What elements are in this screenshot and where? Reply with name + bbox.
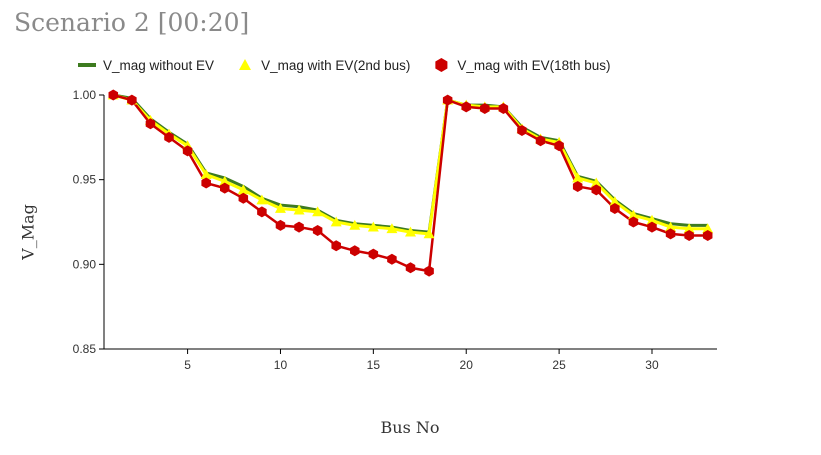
series-3-point — [498, 103, 509, 115]
series-2-point — [683, 223, 695, 234]
series-3-point — [350, 245, 360, 257]
series-2-point — [646, 214, 658, 225]
series-3-point — [405, 262, 416, 274]
legend-line-swatch — [78, 58, 96, 72]
series-3-point — [461, 101, 471, 113]
series-2-point — [423, 228, 435, 239]
series-3-point — [647, 221, 657, 233]
legend-label: V_mag without EV — [103, 57, 215, 73]
series-3-point — [368, 248, 379, 260]
series-3-point — [201, 177, 211, 189]
series-2-point — [256, 194, 268, 205]
series-3-point — [219, 182, 230, 194]
series-3-point — [535, 135, 546, 147]
series-3-point — [665, 228, 676, 240]
series-3-point — [610, 202, 620, 214]
series-2-point — [349, 219, 361, 230]
series-3-point — [517, 125, 527, 137]
series-3-point — [442, 94, 453, 106]
series-2-point — [200, 169, 212, 179]
series-3-point — [424, 265, 434, 277]
x-tick-label: 10 — [274, 358, 288, 372]
series-3-point — [164, 131, 174, 143]
y-tick-label: 1.00 — [73, 88, 97, 102]
series-2-point — [665, 221, 677, 232]
x-tick-label: 30 — [645, 358, 659, 372]
legend: V_mag without EV V_mag with EV(2nd bus) … — [78, 55, 632, 75]
y-tick-label: 0.90 — [73, 257, 97, 271]
x-tick-label: 20 — [460, 358, 474, 372]
legend-label: V_mag with EV(18th bus) — [457, 57, 611, 73]
series-3-point — [127, 94, 137, 106]
y-tick-label: 0.85 — [73, 342, 97, 356]
y-tick-label: 0.95 — [73, 173, 97, 187]
x-tick-label: 5 — [184, 358, 191, 372]
series-3-point — [702, 230, 713, 242]
series-2-point — [330, 216, 342, 227]
series-3-point — [294, 221, 304, 233]
x-axis-label: Bus No — [380, 418, 440, 437]
series-2-point — [627, 209, 639, 220]
series-3-point — [182, 145, 193, 157]
series-3-point — [275, 219, 286, 231]
series-2-point — [609, 196, 621, 207]
series-2-point — [293, 204, 305, 215]
series-2-point — [590, 177, 602, 188]
series-2-point — [237, 184, 249, 195]
legend-triangle-swatch — [236, 58, 254, 72]
series-3-point — [387, 253, 397, 265]
series-2-point — [274, 202, 286, 213]
legend-item-without-ev[interactable]: V_mag without EV — [78, 58, 214, 73]
x-tick-label: 25 — [552, 358, 566, 372]
series-3-point — [108, 89, 119, 101]
series-3-point — [238, 192, 249, 204]
series-3-point — [628, 216, 639, 228]
series-2-point — [386, 223, 398, 234]
x-tick-label: 15 — [367, 358, 381, 372]
series-3-point — [684, 230, 694, 242]
legend-label: V_mag with EV(2nd bus) — [261, 57, 411, 73]
chart-title: Scenario 2 [00:20] — [14, 8, 250, 37]
legend-item-ev-2nd-bus[interactable]: V_mag with EV(2nd bus) — [236, 58, 410, 73]
series-3-point — [312, 224, 323, 236]
series-3-point — [554, 140, 564, 152]
series-3-point — [480, 103, 490, 115]
series-2-point — [405, 226, 416, 237]
series-3-point — [145, 118, 156, 130]
series-3-point — [257, 206, 267, 218]
series-2-point — [367, 221, 379, 232]
series-3-point — [572, 180, 583, 192]
legend-item-ev-18th-bus[interactable]: V_mag with EV(18th bus) — [432, 58, 610, 73]
series-2-point — [219, 175, 231, 186]
series-3-point — [331, 240, 341, 252]
series-2-point — [572, 172, 584, 183]
series-2-point — [702, 223, 714, 234]
series-2-point — [312, 206, 324, 217]
series-3-point — [591, 184, 602, 196]
